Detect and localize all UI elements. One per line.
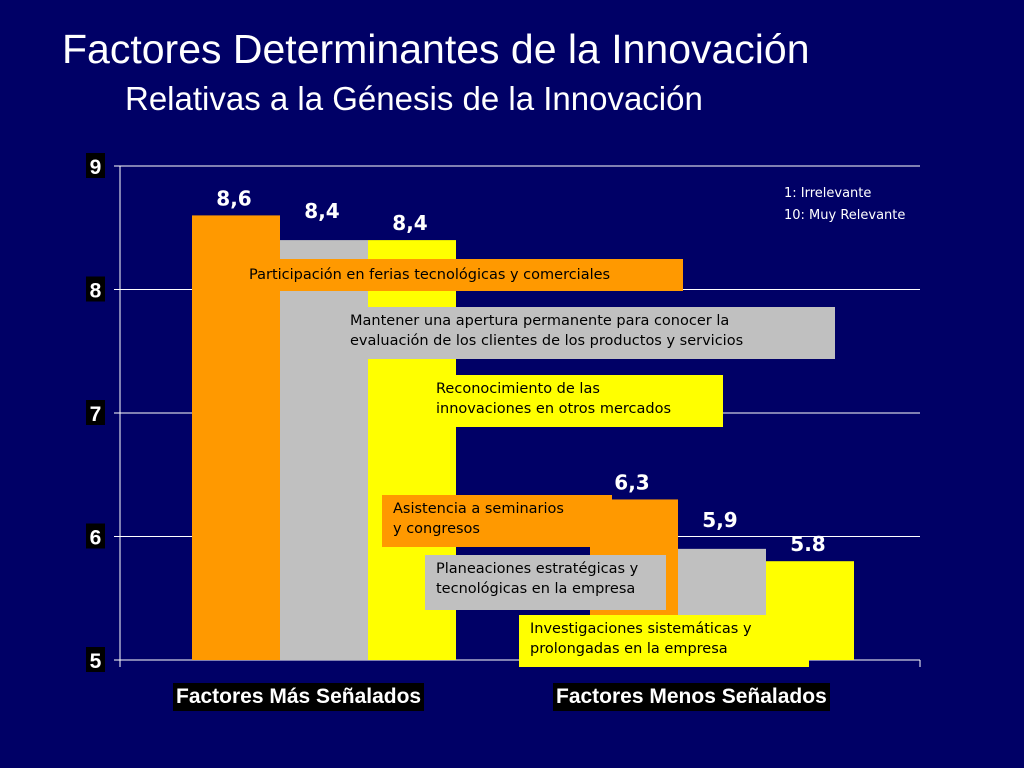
bar-value-label: 8,4 [392,211,427,235]
callout-ferias-text: Participación en ferias tecnológicas y c… [249,267,611,283]
bar-value-label: 5.8 [790,532,825,556]
group-label-menos: Factores Menos Señalados [553,683,830,711]
scale-note-high: 10: Muy Relevante [784,208,906,223]
callout-investigaciones-line2: prolongadas en la empresa [530,641,728,657]
callout-planeaciones: Planeaciones estratégicas y tecnológicas… [425,555,666,610]
callout-ferias: Participación en ferias tecnológicas y c… [238,259,683,291]
y-tick-label-bg [86,400,105,425]
callout-seminarios-line2: y congresos [393,521,480,537]
y-tick-label: 6 [90,527,102,550]
y-tick-label: 7 [90,403,102,426]
bar [280,240,368,660]
chart-title: Factores Determinantes de la Innovación [62,26,810,72]
callout-investigaciones: Investigaciones sistemáticas y prolongad… [519,615,809,667]
y-tick-label-bg [86,523,105,549]
callout-planeaciones-line1: Planeaciones estratégicas y [436,561,639,577]
chart-subtitle: Relativas a la Génesis de la Innovación [125,80,703,117]
y-tick-label: 8 [90,280,102,303]
callout-reconocimiento-line2: innovaciones en otros mercados [436,401,672,417]
callout-apertura-line2: evaluación de los clientes de los produc… [350,333,744,349]
bar-value-label: 6,3 [614,470,649,494]
callout-apertura: Mantener una apertura permanente para co… [339,307,835,359]
callout-investigaciones-line1: Investigaciones sistemáticas y [530,621,752,637]
y-tick-label-bg [86,276,105,302]
group-label-mas: Factores Más Señalados [173,683,425,711]
bar-value-label: 8,4 [304,199,339,223]
callout-planeaciones-line2: tecnológicas en la empresa [436,581,636,597]
callout-apertura-line1: Mantener una apertura permanente para co… [350,313,730,329]
callout-seminarios: Asistencia a seminarios y congresos [382,495,612,547]
callout-reconocimiento-line1: Reconocimiento de las [436,381,600,397]
bar-value-label: 8,6 [216,186,251,210]
y-tick-label-bg [86,647,105,672]
y-tick-label-bg [86,153,105,178]
scale-note-low: 1: Irrelevante [784,186,872,201]
callout-seminarios-line1: Asistencia a seminarios [393,501,564,517]
bar-value-label: 5,9 [702,508,737,532]
y-tick-label: 5 [90,650,102,673]
y-tick-label: 9 [90,156,102,179]
callout-reconocimiento: Reconocimiento de las innovaciones en ot… [425,375,723,427]
